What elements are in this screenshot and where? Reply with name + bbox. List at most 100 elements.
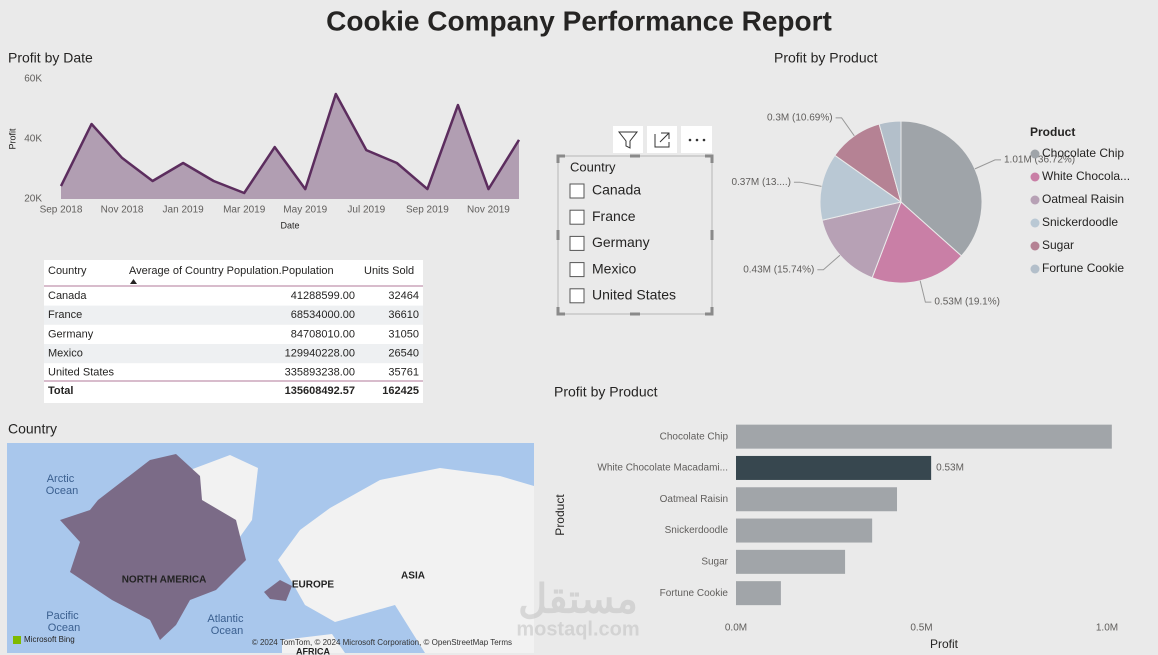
- legend-label: Snickerdoodle: [1042, 215, 1118, 229]
- table-cell: United States: [48, 367, 115, 379]
- checkbox[interactable]: [569, 288, 585, 304]
- pie-slice: [900, 120, 983, 257]
- dot: [695, 138, 699, 142]
- column-header: Average of Country Population.Population: [129, 265, 334, 277]
- map-logo: Microsoft Bing: [24, 635, 75, 644]
- column-header: Units Sold: [364, 265, 414, 277]
- slicer-item[interactable]: Germany: [592, 234, 650, 250]
- x-tick-label: 1.0M: [1096, 623, 1118, 634]
- checkbox[interactable]: [569, 183, 585, 199]
- table-cell: 35761: [388, 367, 419, 379]
- watermark: مستقل: [518, 578, 638, 622]
- y-tick-label: Snickerdoodle: [665, 525, 729, 536]
- pie-slice: [878, 120, 902, 203]
- x-axis-title: Date: [280, 220, 299, 230]
- map-title: Country: [8, 421, 57, 437]
- greenland: [190, 455, 258, 548]
- filter-button[interactable]: [613, 126, 643, 153]
- chart-title: Profit by Date: [8, 50, 93, 66]
- legend-swatch: [1030, 195, 1040, 205]
- map-label: Atlantic Ocean: [207, 613, 246, 637]
- y-tick-label: White Chocolate Macadami...: [597, 463, 728, 474]
- bar: [736, 549, 846, 574]
- table-cell: 129940228.00: [285, 348, 355, 360]
- checkbox[interactable]: [569, 262, 585, 278]
- map: [7, 443, 534, 653]
- table-cell: 335893238.00: [285, 367, 355, 379]
- bing-logo: [13, 636, 21, 644]
- legend-title: Product: [1030, 125, 1075, 139]
- map-label: Pacific Ocean: [46, 610, 81, 634]
- x-tick-label: May 2019: [283, 205, 327, 216]
- data-label: 0.53M: [936, 463, 964, 474]
- legend-label: Sugar: [1042, 238, 1074, 252]
- y-tick-label: Fortune Cookie: [660, 588, 729, 599]
- map-label: NORTH AMERICA: [122, 575, 207, 586]
- line: [59, 92, 521, 195]
- checkbox[interactable]: [569, 209, 585, 225]
- total-cell: 162425: [382, 385, 419, 397]
- slicer-title: Country: [570, 159, 616, 174]
- slicer-item[interactable]: Canada: [592, 182, 641, 198]
- dot: [702, 138, 706, 142]
- x-tick-label: Mar 2019: [223, 205, 266, 216]
- map-label: Arctic Ocean: [46, 473, 78, 497]
- total-cell: Total: [48, 385, 73, 397]
- bar: [736, 518, 873, 543]
- focus-icon: [654, 132, 670, 148]
- slicer-item[interactable]: United States: [592, 287, 676, 303]
- x-tick-label: Nov 2018: [101, 205, 144, 216]
- slicer-item[interactable]: France: [592, 208, 636, 224]
- total-cell: 135608492.57: [285, 385, 355, 397]
- leader-line: [835, 117, 855, 137]
- bar: [736, 455, 932, 480]
- y-tick-label: Oatmeal Raisin: [660, 494, 728, 505]
- x-tick-label: Sep 2019: [406, 205, 449, 216]
- dot: [688, 138, 692, 142]
- map-label: ASIA: [401, 571, 425, 582]
- checkbox[interactable]: [569, 235, 585, 251]
- filter-icon: [617, 131, 639, 149]
- europe-highlight: [264, 580, 292, 601]
- row-band: [44, 305, 423, 325]
- slicer-item[interactable]: Mexico: [592, 260, 637, 276]
- y-tick-label: 20K: [24, 194, 42, 205]
- pie-slice: [821, 201, 902, 279]
- x-tick-label: 0.5M: [910, 623, 932, 634]
- table-cell: 32464: [388, 290, 419, 302]
- chart-title: Profit by Product: [774, 50, 878, 66]
- y-axis-title: Profit: [7, 128, 17, 150]
- x-axis-title: Profit: [930, 637, 959, 651]
- legend-label: Fortune Cookie: [1042, 261, 1124, 275]
- y-tick-label: 40K: [24, 134, 42, 145]
- legend-swatch: [1030, 172, 1040, 182]
- table-cell: Germany: [48, 328, 94, 340]
- slicer-toolbar: [613, 126, 712, 153]
- table-cell: 84708010.00: [291, 328, 355, 340]
- x-tick-label: Sep 2018: [40, 205, 83, 216]
- map-label: EUROPE: [292, 580, 335, 591]
- table-cell: 68534000.00: [291, 309, 355, 321]
- legend-swatch: [1030, 218, 1040, 228]
- legend-label: Chocolate Chip: [1042, 146, 1124, 160]
- table-cell: 41288599.00: [291, 290, 355, 302]
- map-label: AFRICA: [296, 646, 330, 655]
- table-cell: Mexico: [48, 348, 83, 360]
- legend-label: Oatmeal Raisin: [1042, 192, 1124, 206]
- report-title: Cookie Company Performance Report: [326, 5, 832, 36]
- data-label: 0.37M (13....): [731, 177, 790, 188]
- data-label: 0.53M (19.1%): [934, 297, 1000, 308]
- y-axis-title: Product: [553, 494, 567, 536]
- table-background: [44, 260, 423, 403]
- bar: [736, 581, 781, 606]
- area: [61, 94, 519, 199]
- leader-line: [817, 254, 841, 271]
- legend-swatch: [1030, 241, 1040, 251]
- data-label: 1.01M (36.72%): [1004, 155, 1075, 166]
- legend-swatch: [1030, 149, 1040, 159]
- chart-title: Profit by Product: [554, 384, 658, 400]
- eurasia: [278, 468, 534, 653]
- y-tick-label: Sugar: [701, 556, 728, 567]
- x-tick-label: Nov 2019: [467, 205, 510, 216]
